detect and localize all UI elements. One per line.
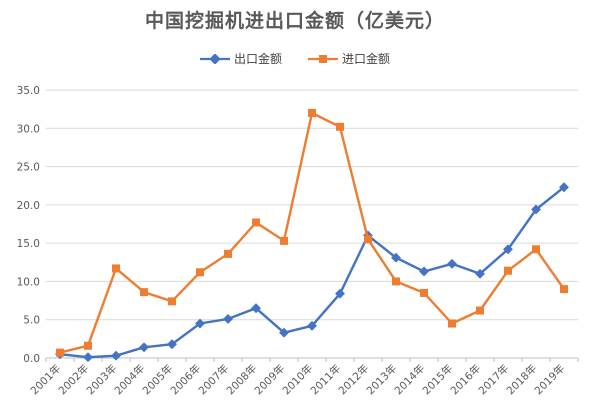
x-tick-label: 2003年 [84, 362, 120, 398]
series-lines [55, 108, 569, 363]
y-tick-label: 5.0 [23, 315, 40, 327]
y-tick-label: 20.0 [17, 200, 40, 212]
import-point [280, 236, 288, 245]
import-point [168, 297, 176, 306]
legend-import-label: 进口金额 [342, 52, 391, 66]
export-point [139, 342, 149, 353]
legend: 出口金额 进口金额 [0, 50, 590, 67]
import-point [252, 218, 260, 227]
x-tick-label: 2008年 [224, 362, 260, 398]
x-tick-label: 2006年 [168, 362, 204, 398]
import-point [392, 277, 400, 286]
export-point [475, 268, 485, 279]
x-tick-label: 2007年 [196, 362, 232, 398]
export-point [111, 350, 121, 361]
import-point [224, 249, 232, 258]
x-tick-label: 2015年 [420, 362, 456, 398]
x-tick-label: 2012年 [336, 362, 372, 398]
x-tick-label: 2019年 [532, 362, 568, 398]
y-tick-label: 15.0 [17, 238, 40, 250]
import-point [308, 108, 316, 117]
legend-export-label: 出口金额 [233, 52, 282, 66]
import-point [476, 306, 484, 315]
import-point [448, 319, 456, 328]
y-tick-label: 30.0 [17, 123, 40, 135]
export-point [167, 339, 177, 350]
export-point [307, 320, 317, 331]
y-tick-label: 35.0 [17, 85, 40, 97]
x-tick-label: 2004年 [112, 362, 148, 398]
export-point [195, 318, 205, 329]
import-point [112, 264, 120, 273]
x-tick-label: 2010年 [280, 362, 316, 398]
gridlines [46, 89, 578, 359]
x-tick-label: 2005年 [140, 362, 176, 398]
export-point [391, 252, 401, 263]
legend-import-swatch-icon [308, 54, 338, 63]
y-tick-label: 10.0 [17, 276, 40, 288]
import-point [420, 288, 428, 297]
export-point [447, 258, 457, 269]
export-point [335, 288, 345, 299]
import-point [560, 285, 568, 294]
x-tick-label: 2009年 [252, 362, 288, 398]
export-point [279, 327, 289, 338]
x-tick-label: 2011年 [308, 362, 344, 398]
x-tick-label: 2013年 [364, 362, 400, 398]
legend-item-export: 出口金额 [199, 50, 282, 67]
y-tick-label: 0.0 [23, 353, 40, 365]
x-tick-label: 2002年 [56, 362, 92, 398]
x-tick-label: 2014年 [392, 362, 428, 398]
x-tick-label: 2017年 [476, 362, 512, 398]
export-point [251, 303, 261, 314]
import-point [56, 348, 64, 357]
x-axis-ticks: 2001年2002年2003年2004年2005年2006年2007年2008年… [28, 358, 579, 398]
export-point [503, 244, 513, 255]
export-point [559, 182, 569, 193]
series-line-0 [59, 186, 565, 359]
export-point [83, 352, 93, 363]
import-point [504, 266, 512, 275]
import-point [336, 122, 344, 131]
import-point [364, 235, 372, 244]
y-tick-label: 25.0 [17, 162, 40, 174]
x-tick-label: 2018年 [504, 362, 540, 398]
import-point [84, 341, 92, 350]
import-point [196, 268, 204, 277]
export-point [531, 204, 541, 215]
x-tick-label: 2001年 [28, 362, 64, 398]
y-axis-ticks: 0.0 5.0 10.0 15.0 20.0 25.0 30.0 35.0 [17, 85, 40, 365]
import-point [532, 245, 540, 254]
export-point [223, 313, 233, 324]
x-tick-label: 2016年 [448, 362, 484, 398]
export-point [419, 266, 429, 277]
series-line-1 [59, 111, 565, 354]
chart-title: 中国挖掘机进出口金额（亿美元） [144, 10, 445, 32]
legend-item-import: 进口金额 [308, 50, 390, 67]
import-point [140, 288, 148, 297]
legend-export-swatch-icon [199, 53, 230, 64]
